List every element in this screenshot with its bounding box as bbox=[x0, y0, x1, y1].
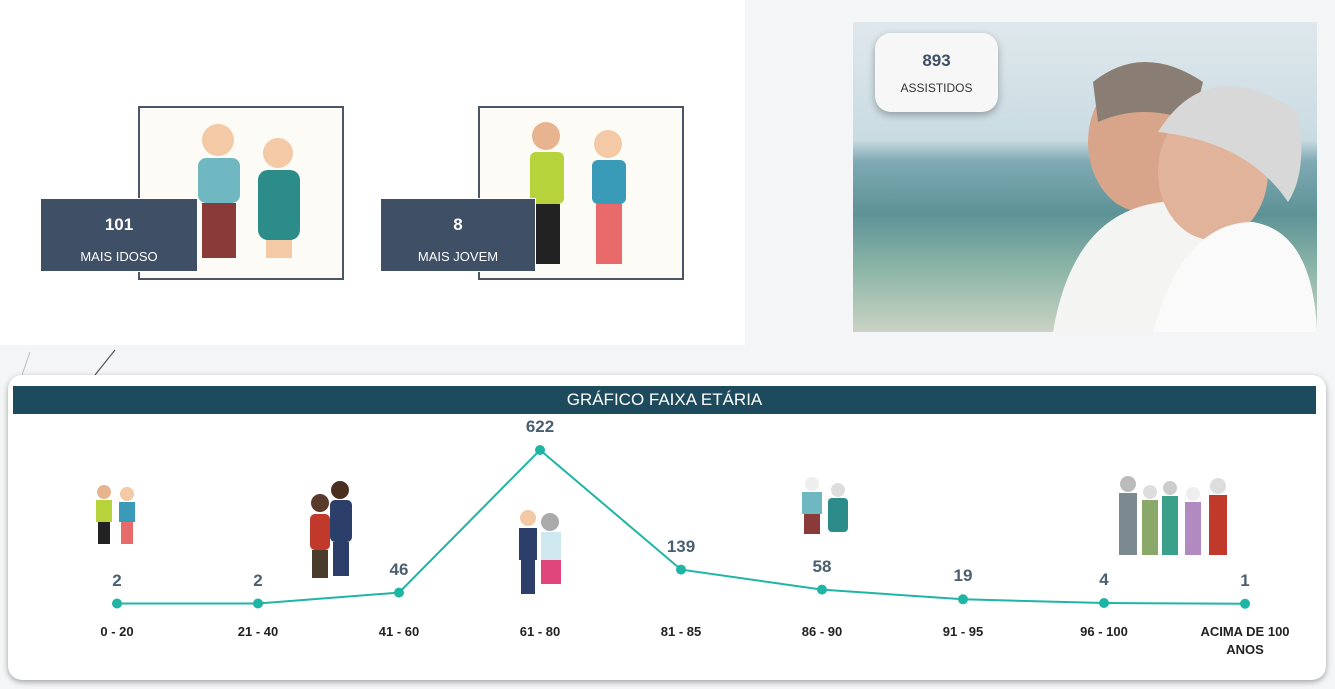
point bbox=[1099, 598, 1109, 608]
value-label: 58 bbox=[782, 557, 862, 577]
value-label: 1 bbox=[1205, 571, 1285, 591]
x-tick-label: 86 - 90 bbox=[762, 623, 882, 641]
value-label: 19 bbox=[923, 566, 1003, 586]
point bbox=[253, 599, 263, 609]
point bbox=[817, 585, 827, 595]
point bbox=[676, 565, 686, 575]
point bbox=[1240, 599, 1250, 609]
x-tick-label: 0 - 20 bbox=[57, 623, 177, 641]
x-tick-label: 21 - 40 bbox=[198, 623, 318, 641]
value-label: 622 bbox=[500, 417, 580, 437]
x-tick-label: 96 - 100 bbox=[1044, 623, 1164, 641]
value-label: 46 bbox=[359, 560, 439, 580]
x-tick-label: 91 - 95 bbox=[903, 623, 1023, 641]
x-tick-label: 61 - 80 bbox=[480, 623, 600, 641]
x-tick-label: 41 - 60 bbox=[339, 623, 459, 641]
point bbox=[394, 588, 404, 598]
value-label: 2 bbox=[77, 571, 157, 591]
point bbox=[112, 599, 122, 609]
point bbox=[535, 445, 545, 455]
page: {"cards": [{"value": "101", "label": "MA… bbox=[0, 0, 1335, 689]
value-label: 139 bbox=[641, 537, 721, 557]
value-label: 4 bbox=[1064, 570, 1144, 590]
point bbox=[958, 594, 968, 604]
x-tick-label: 81 - 85 bbox=[621, 623, 741, 641]
x-tick-label: ACIMA DE 100 ANOS bbox=[1185, 623, 1305, 659]
value-label: 2 bbox=[218, 571, 298, 591]
